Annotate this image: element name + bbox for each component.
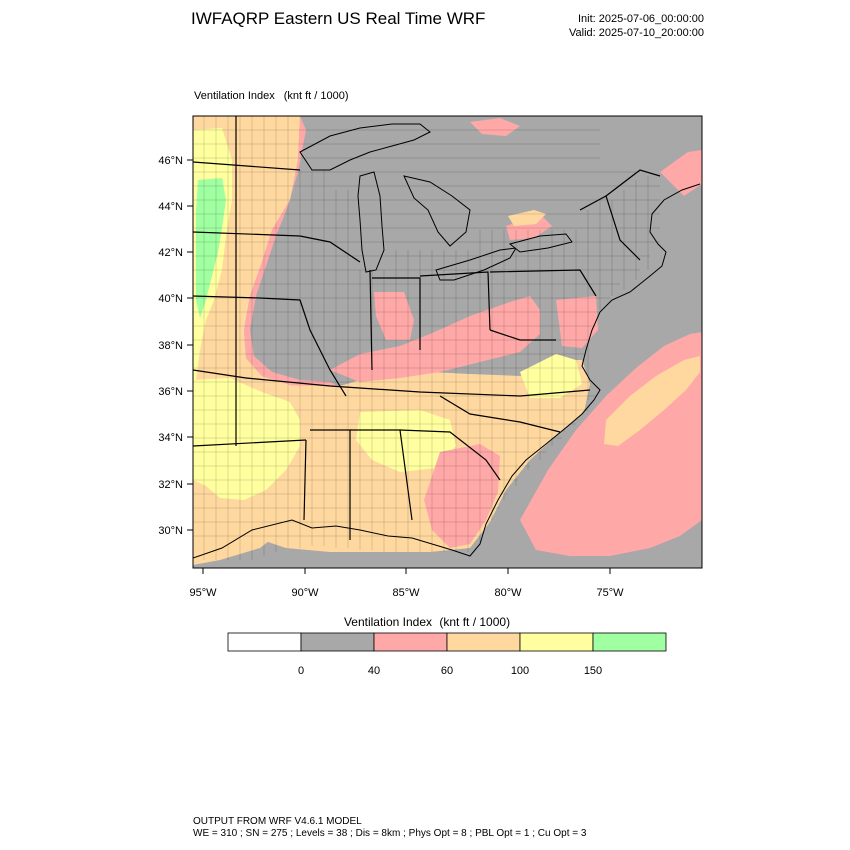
map-field	[193, 116, 702, 568]
colorbar: 0 40 60 100 150	[227, 632, 667, 677]
plot-units: (knt ft / 1000)	[283, 90, 349, 102]
valid-time: Valid: 2025-07-10_20:00:00	[569, 27, 704, 39]
lon-label: 85°W	[392, 587, 420, 599]
colorbar-title: Ventilation Index (knt ft / 1000)	[0, 615, 850, 629]
lake-huron	[403, 175, 471, 247]
lat-label: 40°N	[158, 293, 183, 305]
colorbar-swatch	[592, 632, 667, 652]
colorbar-swatch	[300, 632, 375, 652]
field-nj-pink	[556, 296, 598, 348]
colorbar-label: 40	[368, 665, 380, 677]
init-time: Init: 2025-07-06_00:00:00	[578, 13, 704, 25]
lon-label: 95°W	[189, 587, 217, 599]
field-va-yellow	[520, 354, 582, 398]
colorbar-label: 150	[584, 665, 602, 677]
map-frame	[192, 115, 703, 569]
map-title: IWFAQRP Eastern US Real Time WRF	[191, 9, 486, 28]
colorbar-swatch	[446, 632, 521, 652]
model-config: WE = 310 ; SN = 275 ; Levels = 38 ; Dis …	[193, 828, 587, 839]
lat-label: 32°N	[158, 479, 183, 491]
lake-superior	[299, 123, 431, 171]
lon-label: 80°W	[494, 587, 522, 599]
colorbar-swatch	[519, 632, 594, 652]
colorbar-label: 0	[298, 665, 304, 677]
field-atlantic-orange	[604, 356, 700, 446]
field-canada-pink	[470, 118, 520, 136]
longitude-ticks	[202, 568, 611, 574]
lat-label: 38°N	[158, 340, 183, 352]
field-ny-pink	[506, 214, 552, 240]
colorbar-units: (knt ft / 1000)	[439, 615, 511, 629]
lat-label: 36°N	[158, 386, 183, 398]
field-southwest-yellow	[193, 378, 300, 500]
lat-label: 30°N	[158, 525, 183, 537]
plot-label: Ventilation Index (knt ft / 1000)	[194, 90, 349, 102]
colorbar-field: Ventilation Index	[343, 615, 433, 629]
colorbar-label: 60	[441, 665, 453, 677]
plot-field-name: Ventilation Index	[194, 90, 275, 102]
model-info: OUTPUT FROM WRF V4.6.1 MODEL	[193, 816, 362, 827]
lat-label: 46°N	[158, 155, 183, 167]
field-gulf-yellow	[356, 410, 456, 472]
lon-label: 75°W	[596, 587, 624, 599]
colorbar-label: 100	[511, 665, 529, 677]
field-high-green	[196, 178, 226, 318]
field-maine-pink	[660, 150, 702, 196]
latitude-ticks	[187, 159, 193, 531]
lat-label: 34°N	[158, 432, 183, 444]
field-ohio-valley-pink	[330, 296, 540, 382]
colorbar-swatch	[373, 632, 448, 652]
county-grid	[193, 116, 660, 560]
coastline	[193, 183, 701, 559]
colorbar-swatch	[227, 632, 302, 652]
lat-label: 44°N	[158, 201, 183, 213]
lat-label: 42°N	[158, 247, 183, 259]
lon-label: 90°W	[291, 587, 319, 599]
